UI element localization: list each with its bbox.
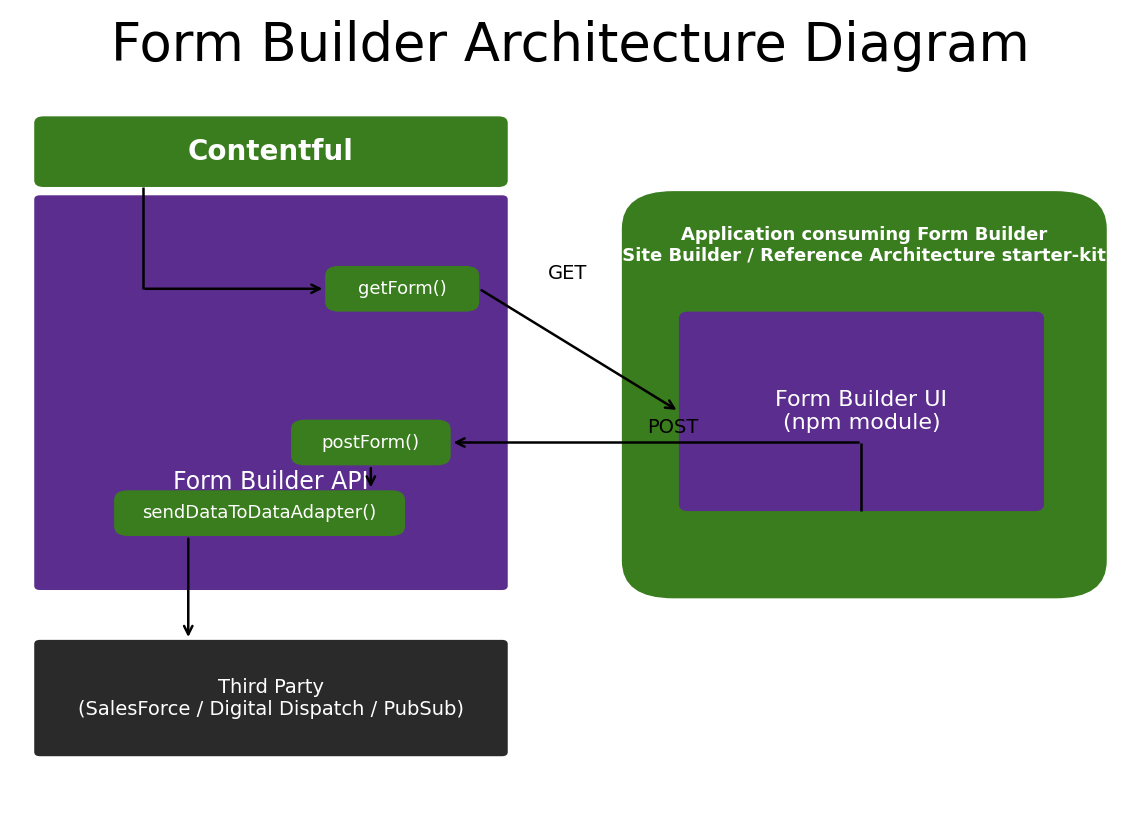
- Text: Form Builder Architecture Diagram: Form Builder Architecture Diagram: [111, 20, 1030, 71]
- Text: GET: GET: [548, 264, 588, 283]
- Text: Form Builder UI
(npm module): Form Builder UI (npm module): [776, 390, 947, 433]
- FancyBboxPatch shape: [34, 195, 508, 590]
- Text: POST: POST: [647, 418, 699, 437]
- Text: Form Builder API: Form Builder API: [173, 470, 369, 494]
- Text: Contentful: Contentful: [188, 138, 354, 165]
- Text: sendDataToDataAdapter(): sendDataToDataAdapter(): [143, 504, 377, 522]
- FancyBboxPatch shape: [34, 640, 508, 756]
- FancyBboxPatch shape: [114, 490, 405, 536]
- FancyBboxPatch shape: [325, 266, 479, 312]
- FancyBboxPatch shape: [679, 312, 1044, 511]
- Text: postForm(): postForm(): [322, 434, 420, 451]
- Text: Third Party
(SalesForce / Digital Dispatch / PubSub): Third Party (SalesForce / Digital Dispat…: [78, 677, 464, 719]
- Text: getForm(): getForm(): [358, 280, 446, 297]
- Text: Application consuming Form Builder
(Site Builder / Reference Architecture starte: Application consuming Form Builder (Site…: [614, 226, 1115, 264]
- FancyBboxPatch shape: [622, 191, 1107, 598]
- FancyBboxPatch shape: [34, 116, 508, 187]
- FancyBboxPatch shape: [291, 420, 451, 465]
